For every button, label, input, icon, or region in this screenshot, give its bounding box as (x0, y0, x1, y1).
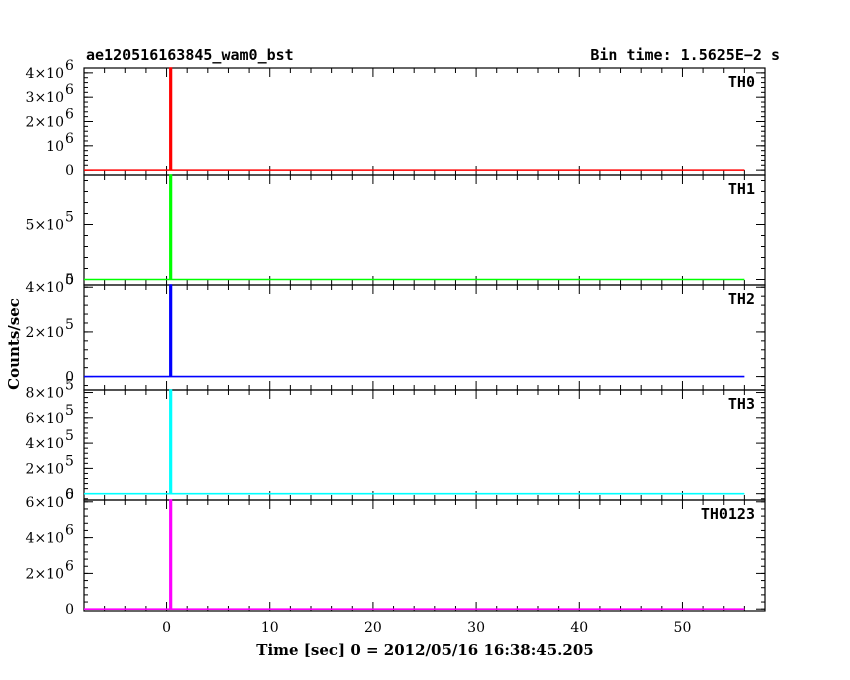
series-line-th0123 (84, 499, 745, 611)
panel-frame-th0123 (83, 499, 766, 612)
panel-label-th0123: TH0123 (701, 505, 755, 523)
y-tick-exponent: 6 (65, 558, 74, 574)
plot-title: ae120516163845_wam0_bst (86, 46, 294, 64)
y-tick-label: 4×10 (26, 436, 64, 452)
y-tick-exponent: 5 (65, 378, 74, 394)
x-tick-label: 0 (162, 620, 171, 636)
series-line-th1 (84, 174, 745, 281)
panel-label-th3: TH3 (728, 395, 755, 413)
y-tick-label: 4×10 (26, 531, 64, 547)
x-tick-label: 30 (467, 620, 485, 636)
y-tick-label: 2×10 (26, 115, 64, 131)
bin-time-label: Bin time: 1.5625E−2 s (590, 46, 780, 64)
x-axis-label: Time [sec] 0 = 2012/05/16 16:38:45.205 (256, 641, 593, 659)
panel-frame-th1 (83, 174, 766, 286)
y-tick-exponent: 6 (65, 523, 74, 539)
panel-frame-th2 (83, 284, 766, 391)
y-tick-label: 10 (46, 139, 64, 155)
panel-label-th2: TH2 (728, 290, 755, 308)
y-tick-exponent: 6 (65, 131, 74, 147)
y-tick-exponent: 6 (65, 82, 74, 98)
y-tick-label: 2×10 (26, 325, 64, 341)
y-tick-label: 0 (65, 370, 74, 386)
y-tick-exponent: 5 (65, 210, 74, 226)
y-tick-exponent: 5 (65, 272, 74, 288)
y-tick-label: 0 (65, 273, 74, 289)
y-tick-label: 0 (65, 487, 74, 503)
series-line-th2 (84, 284, 745, 378)
x-tick-label: 10 (261, 620, 279, 636)
series-line-th0 (84, 67, 745, 171)
y-axis-label: Counts/sec (5, 298, 23, 390)
panel-frame-th0 (83, 67, 766, 176)
y-tick-label: 2×10 (26, 566, 64, 582)
y-tick-label: 2×10 (26, 461, 64, 477)
y-tick-exponent: 5 (65, 453, 74, 469)
x-tick-label: 40 (570, 620, 588, 636)
y-tick-label: 0 (65, 163, 74, 179)
y-tick-label: 6×10 (26, 495, 64, 511)
y-tick-label: 5×10 (26, 218, 64, 234)
y-tick-exponent: 5 (65, 428, 74, 444)
y-tick-label: 4×10 (26, 280, 64, 296)
y-tick-exponent: 6 (65, 107, 74, 123)
y-tick-label: 3×10 (26, 90, 64, 106)
x-tick-label: 20 (364, 620, 382, 636)
panel-label-th0: TH0 (728, 73, 755, 91)
y-tick-label: 4×10 (26, 66, 64, 82)
y-tick-exponent: 5 (65, 317, 74, 333)
y-tick-label: 8×10 (26, 386, 64, 402)
y-tick-exponent: 5 (65, 403, 74, 419)
x-tick-label: 50 (674, 620, 692, 636)
y-tick-exponent: 6 (65, 58, 74, 74)
panel-frame-th3 (83, 389, 766, 501)
panel-label-th1: TH1 (728, 180, 755, 198)
y-tick-label: 0 (65, 602, 74, 618)
series-line-th3 (84, 389, 745, 495)
y-tick-exponent: 6 (65, 487, 74, 503)
y-tick-label: 6×10 (26, 411, 64, 427)
